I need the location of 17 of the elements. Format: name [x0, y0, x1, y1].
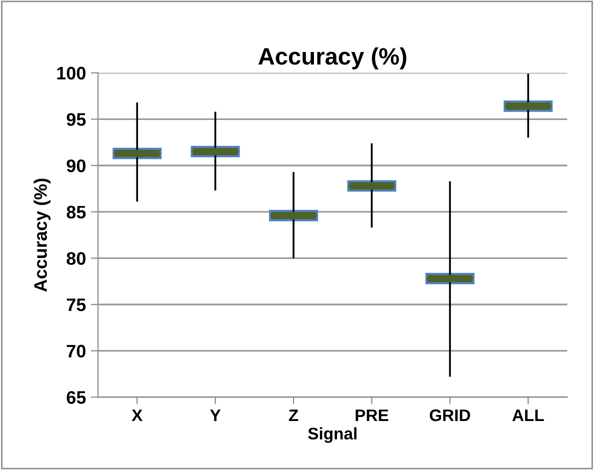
- y-axis-title: Accuracy (%): [34, 178, 51, 292]
- y-tick-label: 85: [66, 206, 86, 219]
- y-tick-label: 70: [66, 344, 86, 358]
- x-axis-title: Signal: [308, 427, 356, 443]
- x-tick-label: X: [132, 410, 143, 422]
- x-tick-label: ALL: [512, 410, 544, 422]
- y-tick-label: 75: [66, 298, 86, 312]
- y-tick-label: 95: [66, 113, 86, 126]
- chart-title: Accuracy (%): [258, 47, 406, 70]
- x-tick-label: GRID: [430, 409, 470, 422]
- y-tick-label: 65: [66, 391, 86, 404]
- x-tick-label: Z: [288, 410, 298, 422]
- x-tick-label: PRE: [356, 410, 388, 422]
- y-tick-label: 80: [66, 252, 86, 265]
- x-tick-label: Y: [210, 410, 221, 422]
- y-tick-label: 90: [66, 159, 86, 172]
- y-tick-label: 100: [57, 66, 86, 80]
